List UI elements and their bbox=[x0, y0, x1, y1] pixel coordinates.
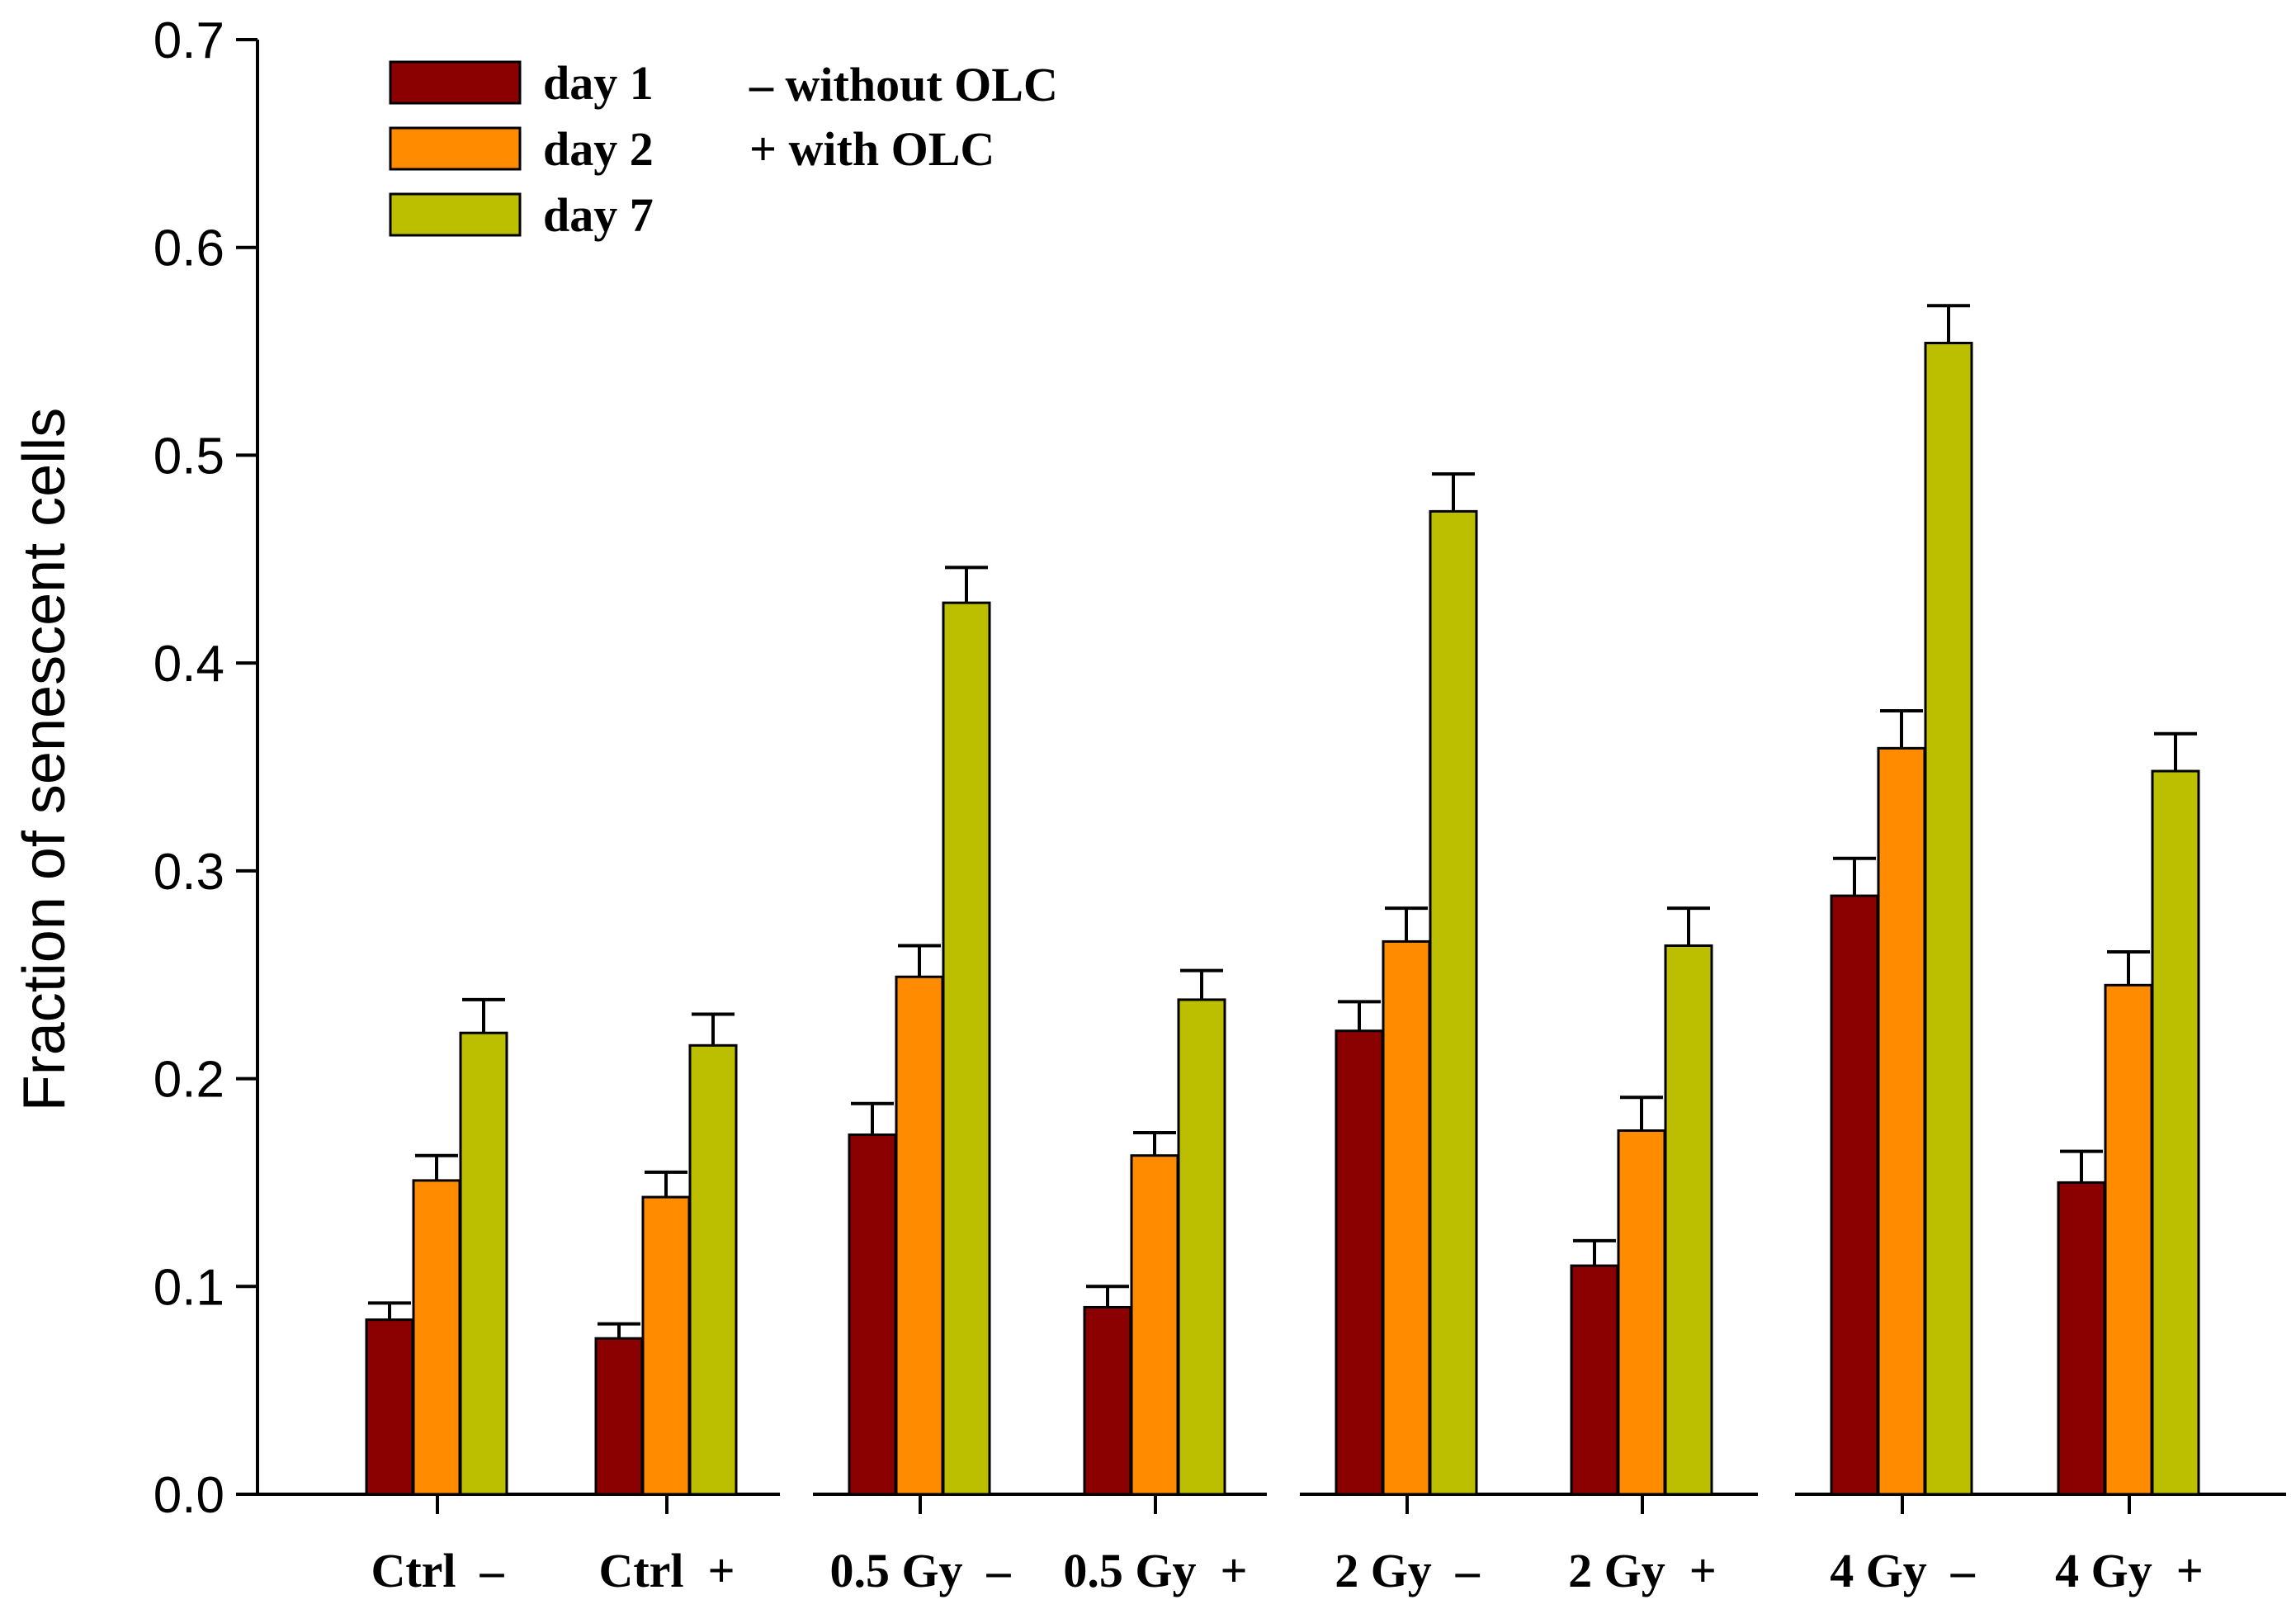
bar-day-7-4 bbox=[1177, 998, 1226, 1496]
legend-series: day 1 day 2 day 7 bbox=[389, 56, 654, 242]
y-tick-label: 0.2 bbox=[154, 1052, 224, 1109]
bar-day-2-4 bbox=[1130, 1154, 1179, 1496]
x-tick-label: 0.5 Gy – bbox=[829, 1544, 1011, 1597]
legend-label: day 7 bbox=[543, 188, 654, 242]
bar-day-7-5 bbox=[1429, 509, 1478, 1496]
y-axis-label: Fraction of senescent cells bbox=[12, 408, 78, 1111]
bar-day-1-3 bbox=[848, 1133, 897, 1496]
x-tick-label: 4 Gy – bbox=[1830, 1544, 1976, 1597]
legend-label: day 1 bbox=[543, 56, 654, 110]
bar-day-2-3 bbox=[895, 975, 944, 1496]
bar-day-2-5 bbox=[1382, 939, 1431, 1496]
bar-day-1-2 bbox=[594, 1337, 644, 1496]
bar-day-2-1 bbox=[412, 1179, 461, 1496]
bar-day-2-2 bbox=[641, 1195, 691, 1496]
y-tick-label: 0.6 bbox=[154, 220, 224, 277]
x-tick-label: 2 Gy + bbox=[1568, 1544, 1717, 1597]
y-tick-label: 0.1 bbox=[154, 1259, 224, 1316]
bar-day-1-8 bbox=[2057, 1181, 2106, 1496]
x-tick-label: 0.5 Gy + bbox=[1063, 1544, 1247, 1597]
bar-day-7-2 bbox=[688, 1043, 738, 1496]
y-tick-label: 0.4 bbox=[154, 636, 224, 693]
bar-day-7-8 bbox=[2151, 769, 2200, 1496]
legend-note-with: + with OLC bbox=[749, 122, 994, 176]
bar-day-1-1 bbox=[365, 1318, 414, 1496]
x-tick-label: 4 Gy + bbox=[2055, 1544, 2204, 1597]
bar-day-2-6 bbox=[1617, 1129, 1666, 1496]
x-tick-label: Ctrl + bbox=[598, 1544, 735, 1597]
bars bbox=[365, 342, 2200, 1496]
y-tick-label: 0.7 bbox=[154, 12, 224, 69]
x-tick-label: 2 Gy – bbox=[1335, 1544, 1481, 1597]
legend-label: day 2 bbox=[543, 122, 654, 176]
bar-day-1-7 bbox=[1830, 894, 1879, 1496]
tick-labels: 0.0 0.1 0.2 0.3 0.4 0.5 0.6 0.7 Ctrl – Ctrl + 0.5 … bbox=[154, 12, 2204, 1597]
legend-note-without: – without OLC bbox=[749, 58, 1058, 111]
legend: day 1 day 2 day 7 – without OLC + with OLC bbox=[389, 56, 1058, 242]
legend-swatch-day-7 bbox=[389, 192, 522, 237]
error-bars bbox=[368, 304, 2197, 1339]
bar-day-7-6 bbox=[1664, 944, 1713, 1496]
bar-day-1-5 bbox=[1335, 1029, 1384, 1496]
bar-day-2-7 bbox=[1877, 746, 1926, 1496]
x-tick-label: Ctrl – bbox=[371, 1544, 504, 1597]
y-tick-label: 0.0 bbox=[154, 1467, 224, 1524]
y-tick-label: 0.5 bbox=[154, 428, 224, 485]
bar-day-1-6 bbox=[1570, 1264, 1619, 1496]
y-tick-label: 0.3 bbox=[154, 844, 224, 901]
bar-day-2-8 bbox=[2104, 983, 2153, 1496]
legend-swatch-day-1 bbox=[389, 60, 522, 105]
legend-swatch-day-2 bbox=[389, 126, 522, 171]
bar-day-7-7 bbox=[1924, 342, 1973, 1496]
bar-day-7-1 bbox=[459, 1031, 508, 1496]
bar-day-7-3 bbox=[942, 601, 991, 1496]
bar-day-1-4 bbox=[1083, 1305, 1132, 1496]
axes bbox=[236, 38, 2286, 1514]
